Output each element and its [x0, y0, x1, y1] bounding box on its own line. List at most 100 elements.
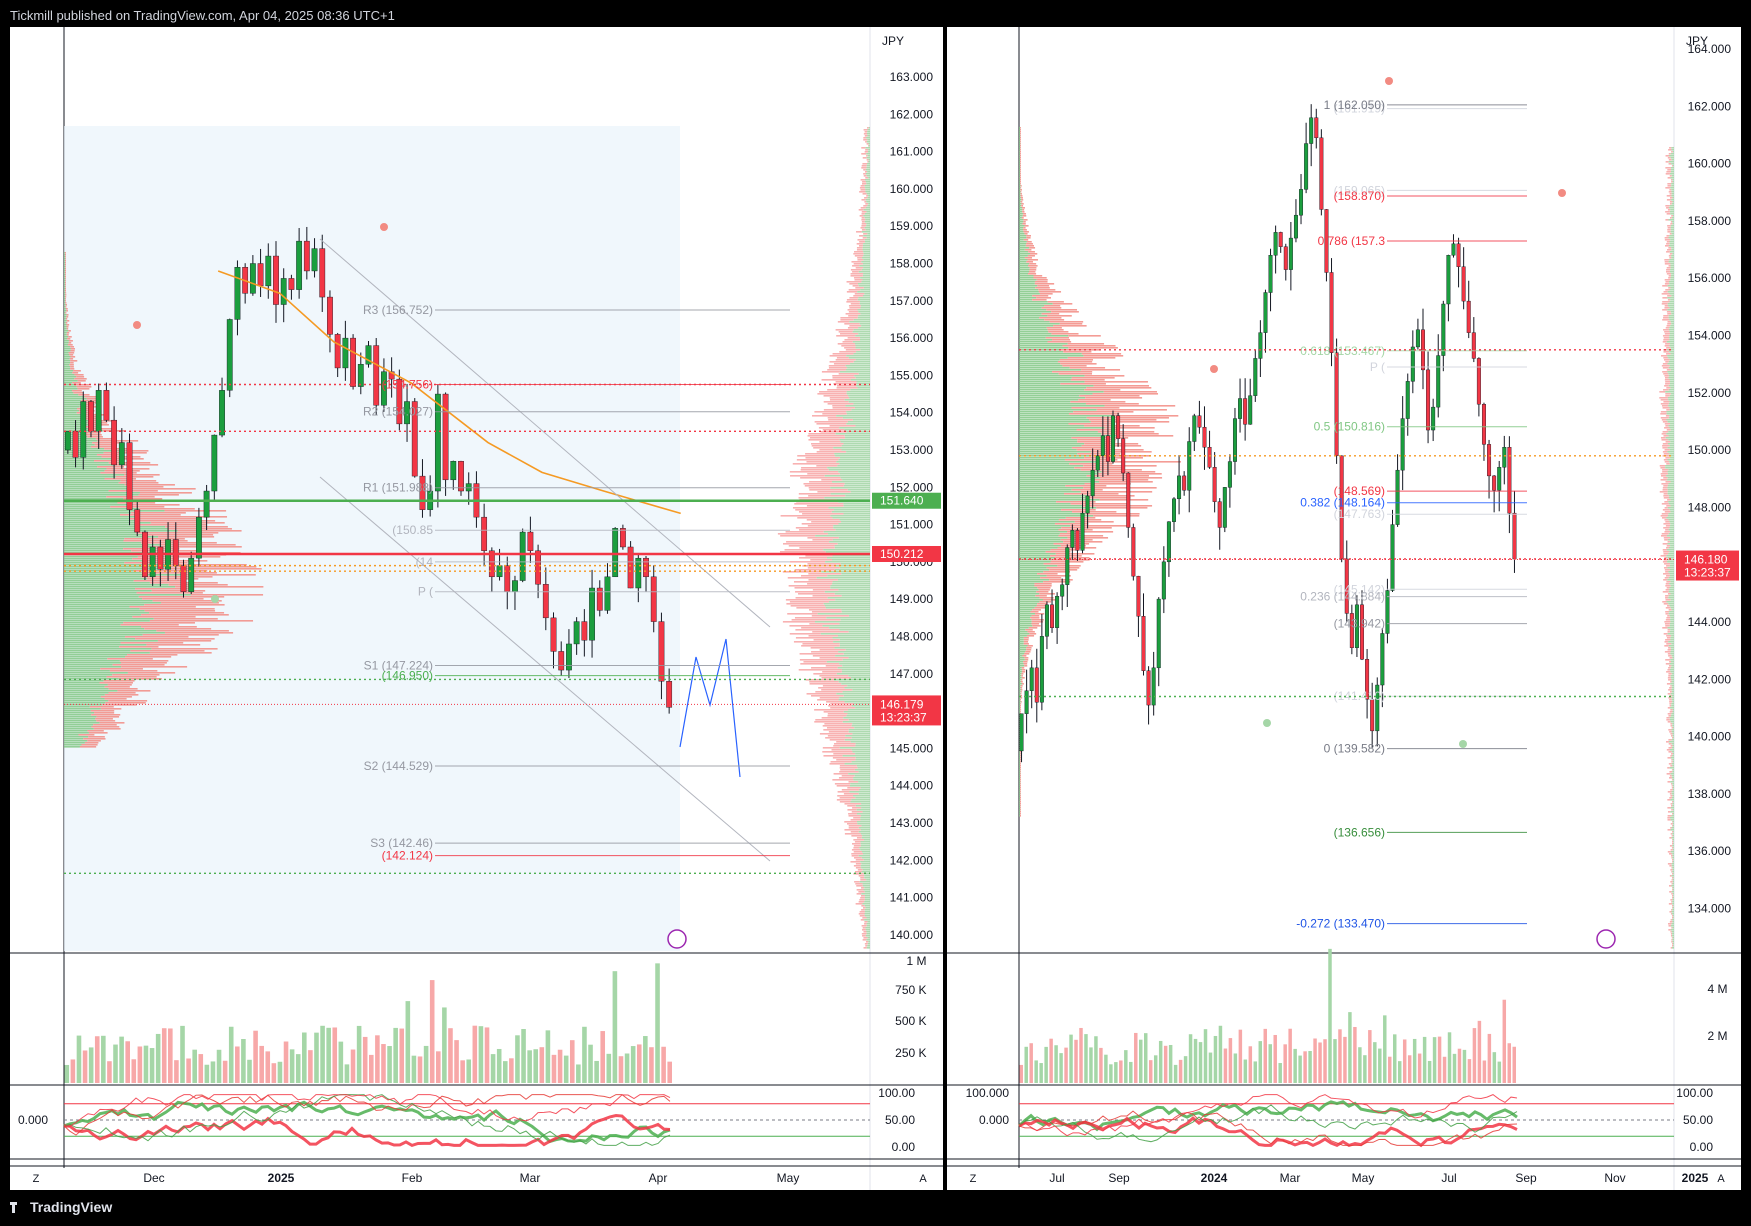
left-profile-bar: [1020, 163, 1021, 165]
left-profile-bar: [1019, 523, 1055, 525]
volume-bar: [76, 1035, 82, 1083]
volume-profile-bar: [861, 153, 867, 155]
volume-profile-bar: [867, 197, 870, 199]
left-profile-bar: [1019, 411, 1074, 413]
left-profile-bar: [64, 518, 130, 520]
volume-profile-bar: [1665, 219, 1669, 221]
volume-profile-bar: [1667, 355, 1674, 357]
volume-bar: [235, 1046, 240, 1083]
level-label: 0.382 (148.164): [1300, 496, 1385, 510]
left-profile-bar: [1020, 173, 1021, 175]
left-profile-bar: [1063, 351, 1092, 353]
left-profile-bar: [138, 520, 216, 522]
left-chart-panel[interactable]: R3 (156.752) (154.756) R2 (154.027) R1 (151…: [10, 27, 943, 1190]
left-profile-bar: [64, 604, 145, 606]
volume-profile-bar: [864, 901, 870, 903]
tradingview-logo[interactable]: TradingView: [10, 1199, 112, 1215]
volume-profile-bar: [864, 887, 870, 889]
volume-profile-bar: [803, 483, 845, 485]
volume-profile-bar: [811, 611, 842, 613]
volume-profile-bar: [1666, 601, 1674, 603]
volume-profile-bar: [826, 701, 845, 703]
volume-profile-bar: [1666, 719, 1670, 721]
volume-profile-bar: [806, 693, 837, 695]
left-profile-bar: [1019, 375, 1085, 377]
volume-profile-bar: [1665, 281, 1669, 283]
volume-profile-bar: [1667, 811, 1671, 813]
volume-profile-bar: [843, 695, 870, 697]
volume-profile-bar: [864, 171, 868, 173]
left-profile-bar: [1033, 277, 1047, 279]
right-chart-svg[interactable]: (161.919)(159.065)(158.870)P ((148.569)(…: [947, 27, 1741, 1190]
volume-profile-bar: [868, 161, 870, 163]
right-chart-panel[interactable]: (161.919) (159.065) (158.870) P ((148.569)(…: [947, 27, 1741, 1190]
left-profile-bar: [1019, 407, 1072, 409]
left-profile-bar: [1020, 181, 1021, 183]
left-profile-bar: [64, 698, 105, 700]
time-tick-label: May: [777, 1171, 800, 1185]
volume-bar: [472, 1025, 478, 1083]
left-profile-bar: [141, 626, 197, 628]
left-profile-bar: [1019, 611, 1031, 613]
volume-profile-bar: [1669, 365, 1674, 367]
volume-profile-bar: [1669, 837, 1672, 839]
volume-profile-bar: [1667, 443, 1674, 445]
left-profile-bar: [1019, 193, 1021, 195]
left-profile-bar: [1023, 641, 1029, 643]
volume-bar: [527, 1050, 532, 1083]
left-profile-bar: [64, 538, 125, 540]
left-profile-bar: [1031, 615, 1040, 617]
left-profile-bar: [1084, 483, 1131, 485]
left-profile-bar: [1019, 453, 1078, 455]
left-profile-bar: [1020, 689, 1023, 691]
candle-body: [1019, 713, 1024, 752]
left-profile-bar: [1020, 755, 1021, 757]
volume-profile-bar: [1662, 309, 1668, 311]
volume-bar: [289, 1049, 295, 1083]
volume-profile-bar: [833, 525, 870, 527]
left-profile-bar: [1029, 247, 1036, 249]
left-profile-bar: [1019, 243, 1027, 245]
volume-bar: [1134, 1032, 1138, 1083]
left-profile-bar: [1113, 415, 1179, 417]
volume-profile-bar: [1661, 365, 1670, 367]
left-profile-bar: [1020, 703, 1022, 705]
left-profile-bar: [73, 370, 81, 372]
left-profile-bar: [64, 270, 65, 272]
volume-profile-bar: [830, 587, 870, 589]
left-profile-bar: [1027, 631, 1035, 633]
volume-profile-bar: [1672, 907, 1673, 909]
left-profile-bar: [1069, 463, 1113, 465]
volume-profile-bar: [1669, 253, 1673, 255]
price-tick-label: 142.000: [890, 853, 934, 867]
volume-profile-bar: [804, 485, 844, 487]
left-profile-bar: [1019, 131, 1020, 133]
left-profile-bar: [1019, 163, 1021, 165]
volume-profile-bar: [1670, 581, 1674, 583]
candle-body: [211, 434, 218, 492]
left-profile-bar: [99, 722, 125, 724]
volume-profile-bar: [1668, 739, 1672, 741]
volume-profile-bar: [1670, 269, 1674, 271]
candle-body: [1024, 690, 1029, 714]
volume-profile-bar: [836, 357, 849, 359]
candle-body: [1238, 398, 1243, 419]
left-profile-bar: [1071, 511, 1117, 513]
candle-body: [180, 565, 187, 592]
left-profile-bar: [1020, 143, 1021, 145]
left-profile-bar: [1019, 795, 1021, 797]
volume-profile-bar: [1665, 161, 1669, 163]
left-profile-bar: [1019, 807, 1021, 809]
volume-profile-bar: [799, 659, 843, 661]
volume-profile-bar: [1667, 363, 1674, 365]
left-chart-svg[interactable]: R3 (156.752)(154.756)R2 (154.027)R1 (151…: [10, 27, 943, 1190]
volume-profile-bar: [1667, 593, 1671, 595]
left-profile-bar: [70, 362, 74, 364]
volume-profile-bar: [1668, 163, 1672, 165]
left-profile-bar: [1037, 587, 1051, 589]
candle-body: [303, 240, 310, 272]
volume-profile-bar: [809, 623, 840, 625]
volume-bar: [643, 1036, 648, 1083]
volume-profile-bar: [866, 925, 870, 927]
left-profile-bar: [1043, 305, 1061, 307]
